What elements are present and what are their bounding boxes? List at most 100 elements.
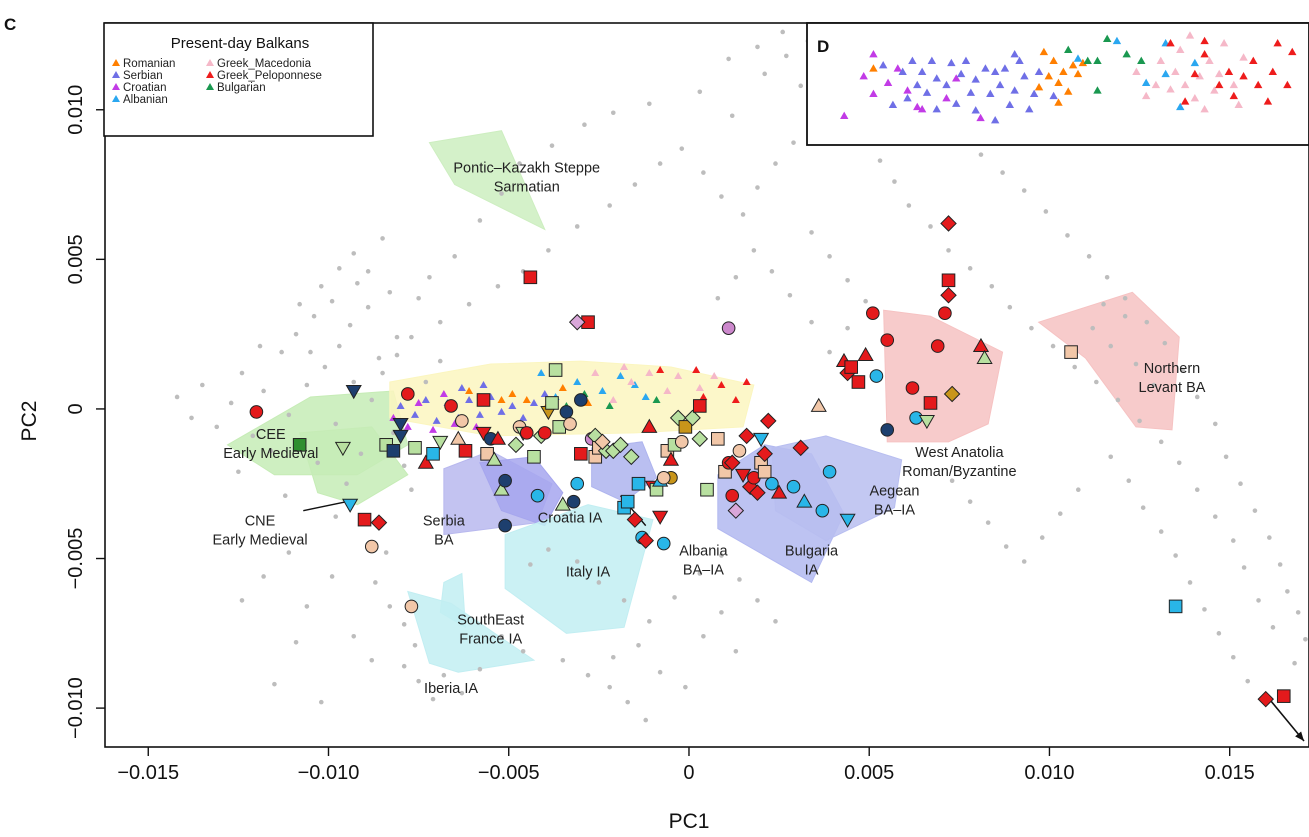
ancient-point: [498, 473, 512, 488]
ancient-point: [507, 436, 525, 454]
background-point: [1202, 607, 1207, 612]
background-point: [1094, 379, 1099, 385]
modern-point: [641, 392, 650, 400]
y-axis-title: PC2: [18, 401, 41, 442]
background-point: [697, 571, 703, 576]
background-point: [261, 574, 266, 579]
background-point: [610, 654, 616, 660]
ancient-point: [489, 430, 507, 445]
inset-point: [1156, 56, 1165, 64]
background-point: [1108, 454, 1114, 460]
inset-point: [1093, 56, 1102, 64]
background-point: [344, 481, 349, 487]
background-point: [845, 325, 850, 331]
background-point: [582, 122, 587, 128]
ancient-point: [652, 510, 669, 525]
modern-point: [411, 410, 420, 418]
background-point: [733, 648, 739, 654]
ancient-point: [976, 349, 993, 365]
legend-marker: [112, 83, 120, 90]
background-point: [755, 598, 760, 603]
ancient-point: [700, 482, 714, 497]
ancient-point: [342, 498, 359, 513]
background-point: [1230, 538, 1236, 543]
background-point: [355, 280, 360, 286]
background-point: [1180, 367, 1186, 373]
inset-point: [913, 102, 922, 111]
background-point: [773, 161, 778, 166]
ancient-point: [1064, 345, 1078, 359]
inset-point: [1015, 56, 1024, 64]
inset-point: [869, 89, 878, 97]
background-point: [1057, 511, 1063, 516]
background-point: [1039, 535, 1045, 540]
inset-point: [1180, 80, 1190, 89]
legend-title: Present-day Balkans: [171, 35, 309, 52]
ancient-point: [752, 432, 770, 448]
background-point: [1162, 340, 1168, 346]
ancient-point: [527, 450, 541, 464]
ancient-point: [940, 215, 957, 232]
modern-point: [558, 383, 567, 391]
inset-point: [1025, 105, 1034, 113]
background-point: [394, 334, 400, 340]
background-point: [1108, 343, 1114, 349]
background-point: [697, 89, 703, 95]
background-point: [906, 203, 912, 208]
background-point: [585, 672, 591, 678]
inset-point: [971, 106, 980, 114]
ancient-point: [455, 414, 469, 428]
inset-point: [1239, 53, 1248, 61]
background-point: [373, 580, 378, 585]
background-point: [1245, 678, 1251, 684]
arrow-head: [1295, 731, 1304, 742]
ancient-point: [880, 333, 895, 347]
inset-point: [1234, 100, 1243, 108]
background-point: [286, 412, 292, 418]
background-point: [499, 634, 504, 639]
background-point: [329, 574, 335, 579]
background-point: [369, 657, 375, 663]
inset-point: [869, 64, 878, 72]
background-point: [517, 161, 522, 166]
modern-point: [537, 369, 546, 377]
modern-point: [605, 401, 614, 409]
ancient-point: [760, 412, 777, 430]
modern-point: [508, 401, 517, 409]
ancient-point: [923, 396, 938, 410]
background-point: [809, 319, 814, 325]
background-point: [546, 547, 551, 552]
ancient-point: [691, 430, 709, 448]
ancient-point: [623, 448, 640, 466]
region-label: France IA: [459, 631, 522, 647]
background-point: [657, 161, 663, 166]
ancient-point: [568, 313, 586, 331]
background-point: [877, 158, 883, 163]
ancient-point: [943, 385, 961, 403]
ancient-point: [370, 514, 388, 531]
background-point: [257, 343, 263, 349]
inset-point: [1141, 78, 1151, 86]
region-label: Early Medieval: [212, 533, 307, 549]
modern-point: [439, 389, 448, 397]
background-point: [762, 71, 767, 77]
inset-point: [1166, 85, 1175, 93]
modern-point: [497, 395, 506, 403]
main-panel-letter: C: [4, 15, 16, 34]
background-point: [1115, 397, 1121, 403]
background-point: [643, 717, 649, 723]
modern-point: [695, 383, 704, 391]
background-point: [236, 469, 241, 475]
ancient-point: [364, 539, 379, 554]
inset-point: [952, 99, 961, 107]
background-point: [1295, 610, 1301, 615]
background-point: [845, 277, 850, 283]
background-point: [351, 379, 357, 385]
inset-panel-letter: D: [817, 37, 829, 56]
background-point: [441, 672, 447, 678]
inset-point: [1034, 67, 1044, 75]
background-point: [1137, 418, 1142, 424]
background-point: [1043, 209, 1049, 214]
inset-point: [1141, 91, 1151, 100]
